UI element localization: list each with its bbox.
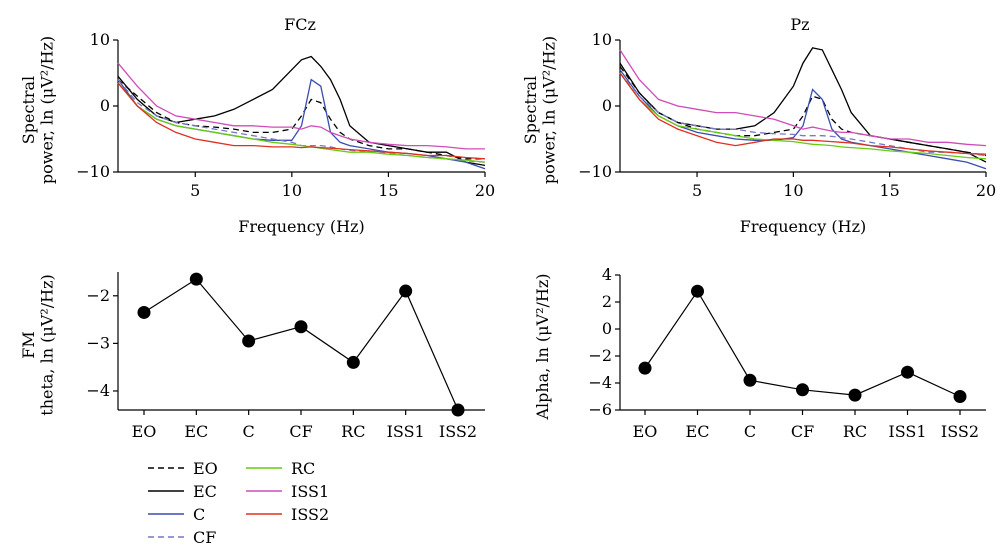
data-point-rc (346, 355, 360, 369)
y-tick-label: −2 (588, 346, 612, 365)
data-point-ec (189, 272, 203, 286)
chart-title: Pz (790, 15, 809, 34)
data-point-rc (848, 388, 862, 402)
y-tick-label: 10 (90, 30, 110, 49)
x-tick-label: EO (633, 422, 658, 441)
data-point-c (743, 373, 757, 387)
x-axis-label: Frequency (Hz) (740, 217, 867, 236)
y-tick-label: −6 (588, 400, 612, 419)
legend-label-iss2: ISS2 (291, 505, 329, 524)
y-tick-label: −10 (76, 162, 110, 181)
series-line-rc (619, 72, 987, 160)
legend-label-cf: CF (193, 528, 216, 547)
legend-label-c: C (193, 505, 205, 524)
data-point-iss2 (451, 403, 465, 417)
x-tick-label: ISS2 (941, 422, 979, 441)
series-line-iss2 (117, 82, 486, 160)
series-line-rc (117, 82, 486, 163)
x-tick-label: CF (289, 422, 312, 441)
legend-label-eo: EO (193, 459, 218, 478)
legend: EO EC C CF RC ISS1 ISS2 (148, 459, 329, 547)
x-tick-label: 10 (282, 181, 302, 200)
data-point-eo (638, 361, 652, 375)
legend-label-ec: EC (193, 482, 217, 501)
legend-label-iss1: ISS1 (291, 482, 329, 501)
series-line (644, 290, 961, 398)
x-tick-label: 10 (783, 181, 803, 200)
series-line-cf (117, 79, 486, 163)
y-tick-label: −4 (86, 381, 110, 400)
y-tick-label: −3 (86, 333, 110, 352)
x-tick-label: 15 (378, 181, 398, 200)
y-tick-label: 10 (592, 30, 612, 49)
data-point-iss1 (901, 365, 914, 379)
series-line-iss2 (619, 72, 987, 155)
y-tick-label: −2 (86, 286, 110, 305)
y-tick-label: 0 (100, 96, 110, 115)
data-point-c (242, 334, 256, 348)
x-tick-label: C (744, 422, 756, 441)
data-point-iss2 (953, 390, 967, 403)
data-point-ec (691, 284, 704, 298)
y-tick-label: 4 (602, 265, 612, 284)
x-tick-label: EO (132, 422, 157, 441)
fm-theta-panel: −4 −3 −2 EO EC C CF RC ISS1 ISS2 FMtheta, ln (μV²/… (19, 272, 485, 441)
series-line-c (619, 69, 987, 170)
y-axis-label: Spectralpower, ln (μV²/Hz) (521, 36, 558, 184)
series-line-eo (117, 79, 485, 160)
data-point-iss1 (399, 284, 413, 298)
x-tick-label: 5 (190, 181, 200, 200)
y-tick-label: 0 (602, 319, 612, 338)
series-line-iss1 (117, 62, 485, 150)
x-tick-label: 5 (692, 181, 702, 200)
x-tick-label: EC (184, 422, 208, 441)
data-point-cf (294, 320, 308, 334)
series-line-iss1 (619, 49, 987, 147)
x-tick-label: ISS1 (387, 422, 425, 441)
series-line-eo (619, 66, 987, 157)
data-point-cf (796, 383, 809, 397)
y-tick-label: 2 (602, 292, 612, 311)
y-tick-label: 0 (602, 96, 612, 115)
chart-title: FCz (284, 15, 316, 34)
y-axis-label: Spectralpower, ln (μV²/Hz) (19, 36, 56, 184)
spectrum-panel-fcz: −10 0 10 5 10 15 20 FCz Frequency (Hz) Spectralpo… (19, 15, 495, 236)
x-tick-label: 20 (976, 181, 996, 200)
y-tick-label: −4 (588, 373, 612, 392)
series-line (143, 278, 459, 411)
spectrum-panel-pz: −10 0 10 5 10 15 20 Pz Frequency (Hz) Spectralpow… (521, 15, 996, 236)
x-tick-label: CF (791, 422, 814, 441)
y-axis-label: Alpha, ln (μV²/Hz) (533, 273, 552, 420)
x-tick-label: RC (341, 422, 365, 441)
legend-label-rc: RC (291, 459, 315, 478)
x-tick-label: RC (843, 422, 867, 441)
x-tick-label: 15 (880, 181, 900, 200)
x-axis-label: Frequency (Hz) (238, 217, 365, 236)
x-tick-label: 20 (475, 181, 495, 200)
data-point-eo (137, 305, 151, 319)
y-tick-label: −10 (578, 162, 612, 181)
x-tick-label: C (243, 422, 255, 441)
alpha-panel: −6 −4 −2 0 2 4 EO EC C CF RC ISS1 ISS2 Alpha, ln (μV²… (533, 265, 986, 441)
x-tick-label: ISS1 (888, 422, 926, 441)
y-axis-label: FMtheta, ln (μV²/Hz) (19, 274, 56, 415)
series-line-cf (619, 72, 987, 157)
series-line-ec (117, 55, 486, 167)
x-tick-label: ISS2 (439, 422, 477, 441)
x-tick-label: EC (686, 422, 710, 441)
